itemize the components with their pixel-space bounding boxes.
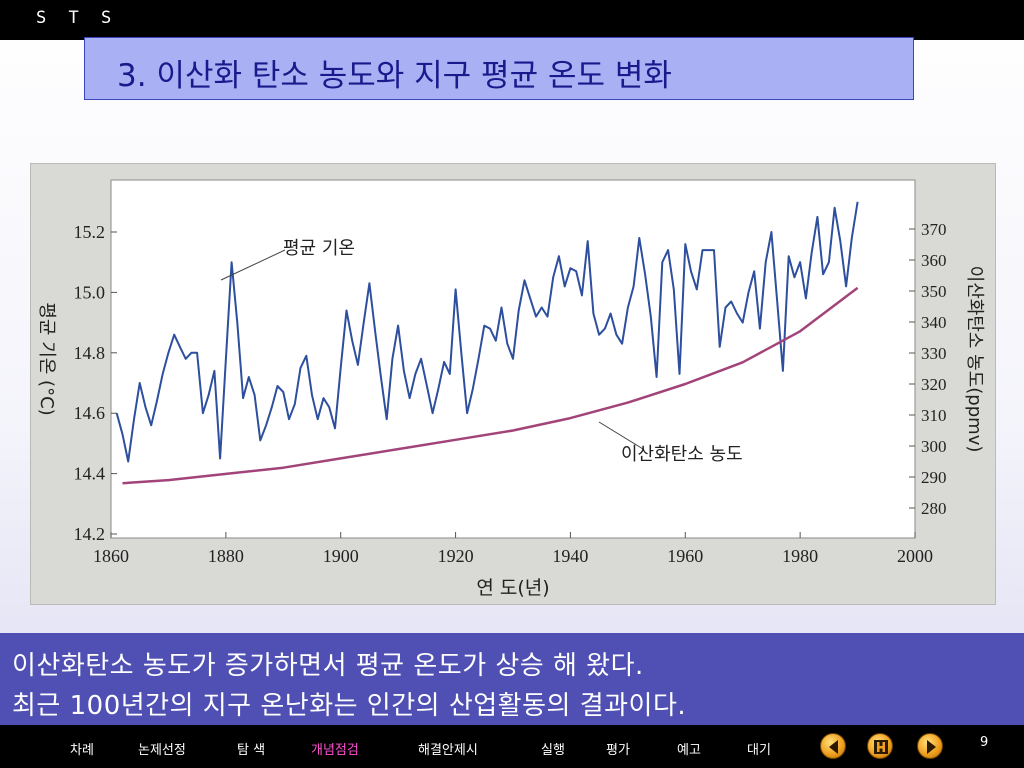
nav-item-topic-selection[interactable]: 논제선정 <box>138 743 186 758</box>
bottom-nav-bar: 차례 논제선정 탐 색 개념점검 해결안제시 실행 평가 예고 대기 9 <box>0 725 1024 768</box>
x-tick-label: 1960 <box>667 546 703 566</box>
arrow-right-icon <box>927 740 936 754</box>
temperature-annotation-leader <box>220 249 286 281</box>
prev-slide-button[interactable] <box>820 733 846 759</box>
temperature-co2-chart: 1860 1880 1900 1920 1940 1960 1980 2000 14.2 14.4… <box>36 179 985 599</box>
co2-annotation: 이산화탄소 농도 <box>621 444 743 465</box>
y-right-tick-label: 360 <box>921 251 947 270</box>
page-number: 9 <box>980 735 989 750</box>
x-tick-label: 1860 <box>93 546 129 566</box>
y-left-tick-label: 14.8 <box>74 343 106 363</box>
x-tick-label: 1940 <box>552 546 588 566</box>
top-bar: S T S <box>0 0 1024 40</box>
y-right-tick-label: 340 <box>921 313 947 332</box>
home-button[interactable] <box>867 733 893 759</box>
y-right-tick-label: 290 <box>921 468 947 487</box>
x-axis-label: 연 도(년) <box>476 577 549 599</box>
x-tick-label: 1980 <box>782 546 818 566</box>
nav-item-contents[interactable]: 차례 <box>70 743 94 758</box>
y-left-tick-label: 14.4 <box>74 464 106 484</box>
nav-item-standby[interactable]: 대기 <box>747 743 771 758</box>
y-left-axis-label: 평균 기온 (°C) <box>36 302 57 415</box>
co2-annotation-leader <box>598 421 644 450</box>
x-tick-label: 1880 <box>208 546 244 566</box>
home-icon <box>874 740 888 754</box>
y-left-tick-label: 14.2 <box>74 524 106 544</box>
nav-item-execute[interactable]: 실행 <box>541 743 565 758</box>
nav-item-concept-check[interactable]: 개념점검 <box>311 743 359 758</box>
y-left-tick-label: 15.0 <box>74 282 106 302</box>
temperature-annotation: 평균 기온 <box>283 238 355 259</box>
y-right-tick-label: 300 <box>921 437 947 456</box>
y-left-tick-label: 15.2 <box>74 222 106 242</box>
arrow-left-icon <box>829 740 838 754</box>
x-tick-label: 1900 <box>323 546 359 566</box>
next-slide-button[interactable] <box>917 733 943 759</box>
y-right-tick-label: 310 <box>921 406 947 425</box>
y-left-tick-label: 14.6 <box>74 403 106 423</box>
y-right-tick-label: 330 <box>921 344 947 363</box>
temperature-series-line <box>115 201 859 463</box>
brand-label: S T S <box>36 8 118 28</box>
caption-box: 이산화탄소 농도가 증가하면서 평균 온도가 상승 해 왔다. 최근 100년간… <box>0 633 1024 725</box>
co2-series-line <box>122 286 859 485</box>
nav-item-preview[interactable]: 예고 <box>677 743 701 758</box>
chart-frame: 1860 1880 1900 1920 1940 1960 1980 2000 14.2 14.4… <box>30 163 996 605</box>
caption-line-1: 이산화탄소 농도가 증가하면서 평균 온도가 상승 해 왔다. <box>12 651 644 681</box>
nav-item-explore[interactable]: 탐 색 <box>237 743 266 758</box>
slide-title-box: 3. 이산화 탄소 농도와 지구 평균 온도 변화 <box>84 37 914 100</box>
slide-title: 3. 이산화 탄소 농도와 지구 평균 온도 변화 <box>117 58 672 94</box>
y-right-axis-label: 이산화탄소 농도(ppmv) <box>964 266 985 453</box>
y-right-tick-label: 350 <box>921 282 947 301</box>
x-tick-label: 2000 <box>897 546 933 566</box>
y-right-tick-label: 370 <box>921 220 947 239</box>
x-tick-label: 1920 <box>438 546 474 566</box>
y-right-tick-label: 320 <box>921 375 947 394</box>
nav-item-solution[interactable]: 해결안제시 <box>418 743 478 758</box>
caption-line-2: 최근 100년간의 지구 온난화는 인간의 산업활동의 결과이다. <box>12 691 687 721</box>
y-right-tick-label: 280 <box>921 499 947 518</box>
nav-item-evaluate[interactable]: 평가 <box>606 743 630 758</box>
